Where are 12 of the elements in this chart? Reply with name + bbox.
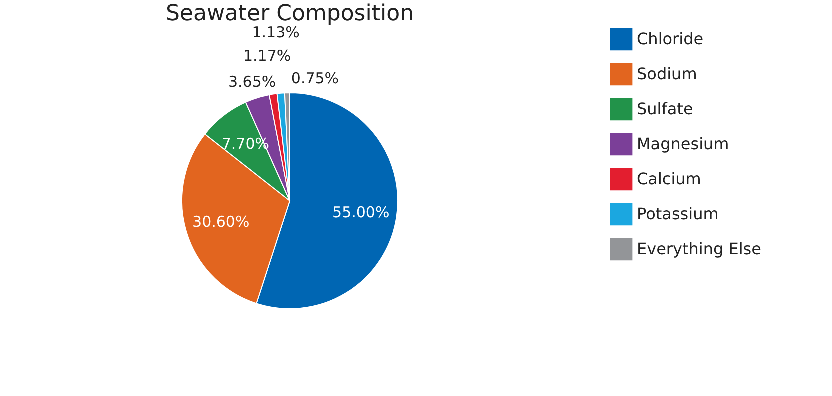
legend-label: Sulfate	[637, 100, 694, 118]
legend-label: Sodium	[637, 64, 698, 84]
data-label: 0.75%	[291, 70, 340, 88]
legend-label: Everything Else	[637, 240, 762, 258]
legend-label: Potassium	[637, 204, 719, 224]
legend-label: Magnesium	[637, 134, 730, 154]
legend-label: Calcium	[637, 170, 702, 188]
data-label: 3.65%	[228, 72, 276, 91]
legend-label: Chloride	[637, 30, 704, 48]
data-label: 55.00%	[332, 203, 390, 222]
data-label: 1.17%	[243, 46, 292, 65]
data-label: 30.60%	[192, 212, 250, 231]
